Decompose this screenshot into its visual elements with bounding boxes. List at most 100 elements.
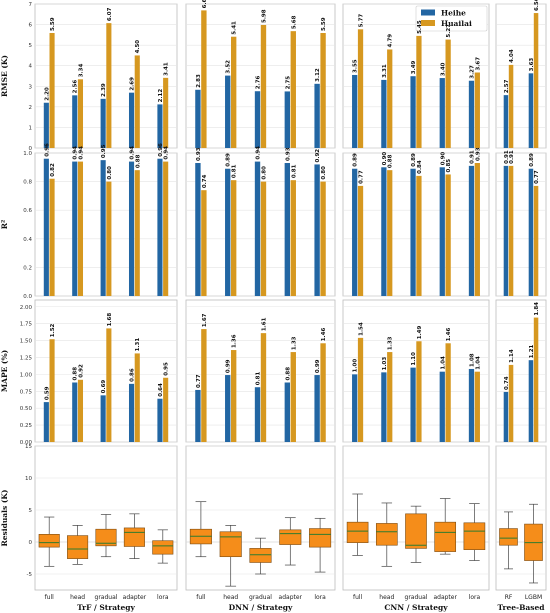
data-label: 1.49 (417, 326, 423, 340)
x-tick-label: RF (505, 594, 513, 601)
bar-huailai (387, 49, 393, 148)
group-axis-label: Tree-Based (497, 603, 545, 612)
y-axis-label: MAPE (%) (0, 350, 9, 392)
data-label: 0.88 (73, 367, 79, 381)
bar-heihe (439, 167, 445, 296)
data-label: 0.93 (196, 147, 202, 161)
data-label: 2.75 (285, 76, 291, 90)
bar-huailai (201, 190, 207, 296)
data-label: 0.81 (256, 371, 262, 385)
data-label: 1.61 (261, 317, 267, 331)
data-label: 2.57 (504, 79, 510, 93)
x-tick-label: lora (314, 594, 326, 601)
data-label: 1.36 (232, 334, 238, 348)
bar-heihe (284, 91, 290, 148)
residual-box (405, 513, 427, 549)
bar-heihe (468, 165, 475, 296)
bar-heihe (352, 374, 358, 442)
residual-box (95, 528, 117, 547)
data-label: 1.08 (469, 353, 475, 367)
data-label: 0.88 (388, 154, 394, 168)
bar-heihe (381, 372, 387, 442)
data-label: 0.89 (226, 153, 232, 167)
bar-huailai (320, 181, 326, 296)
y-tick-label: 0.4 (23, 237, 32, 243)
x-tick-label: head (379, 594, 394, 601)
y-tick-label: 10 (25, 476, 32, 482)
bar-huailai (231, 180, 237, 296)
x-tick-label: full (45, 594, 55, 601)
data-label: 0.64 (158, 383, 164, 397)
bar-huailai (134, 55, 140, 148)
bar-heihe (468, 368, 475, 442)
bar-heihe (352, 74, 358, 148)
bar-huailai (357, 185, 364, 296)
bar-huailai (163, 77, 169, 148)
y-tick-label: 0.75 (20, 389, 33, 395)
x-tick-label: lora (469, 594, 481, 601)
residual-box (123, 527, 145, 547)
data-label: 0.90 (382, 152, 388, 166)
residual-box (219, 531, 242, 558)
bar-heihe (468, 80, 475, 148)
data-label: 0.80 (261, 166, 267, 180)
data-label: 1.14 (509, 349, 515, 363)
bar-huailai (387, 170, 393, 296)
bar-huailai (77, 79, 84, 148)
bar-heihe (284, 163, 290, 296)
data-label: 5.45 (417, 20, 423, 34)
y-tick-label: 0.2 (23, 265, 32, 271)
data-label: 0.74 (202, 174, 208, 188)
data-label: 4.50 (135, 40, 141, 54)
bar-huailai (416, 175, 422, 296)
residual-box (499, 528, 518, 546)
bar-huailai (320, 33, 326, 148)
data-label: 0.93 (475, 147, 481, 161)
bar-heihe (100, 395, 106, 442)
bar-heihe (284, 382, 290, 442)
residual-box (67, 535, 89, 559)
y-axis-label: RMSE (K) (0, 55, 9, 97)
panel-frame (495, 299, 547, 443)
data-label: 2.69 (130, 77, 136, 91)
y-tick-label: 1 (29, 125, 33, 131)
y-tick-label: 1.25 (20, 355, 33, 361)
data-label: 1.54 (359, 322, 365, 336)
x-tick-label: head (70, 594, 85, 601)
residual-box (152, 540, 174, 555)
bar-heihe (72, 95, 78, 148)
panel-frame (34, 3, 178, 149)
y-tick-label: 5 (29, 508, 33, 514)
bar-heihe (528, 73, 534, 148)
data-label: 2.39 (101, 83, 107, 97)
data-label: 0.81 (232, 164, 238, 178)
data-label: 0.96 (158, 143, 164, 157)
data-label: 0.89 (411, 153, 417, 167)
data-label: 0.77 (196, 374, 202, 388)
bar-heihe (254, 161, 261, 296)
data-label: 1.52 (50, 323, 56, 337)
x-tick-label: LGBM (525, 594, 542, 601)
panel-frame (342, 152, 490, 297)
y-axis-label: Residuals (K) (0, 490, 9, 547)
data-label: 3.34 (78, 64, 84, 78)
data-label: 3.49 (411, 60, 417, 74)
data-label: 0.86 (130, 368, 136, 382)
bar-huailai (508, 165, 514, 296)
y-tick-label: 1.00 (20, 372, 33, 378)
bar-huailai (77, 379, 84, 442)
data-label: 0.94 (130, 146, 136, 160)
panel-frame (342, 299, 490, 443)
data-label: 0.94 (78, 146, 84, 160)
group-axis-label: CNN / Strategy (384, 603, 448, 612)
data-label: 2.20 (44, 87, 50, 101)
data-label: 0.91 (469, 150, 475, 164)
data-label: 3.31 (382, 64, 388, 78)
legend-swatch-heihe (421, 9, 435, 16)
x-tick-label: gradual (405, 594, 428, 601)
bar-huailai (533, 13, 539, 149)
y-tick-label: 0.8 (23, 180, 32, 186)
data-label: 3.55 (353, 59, 359, 73)
bar-huailai (106, 23, 112, 149)
data-label: 1.46 (446, 328, 452, 342)
